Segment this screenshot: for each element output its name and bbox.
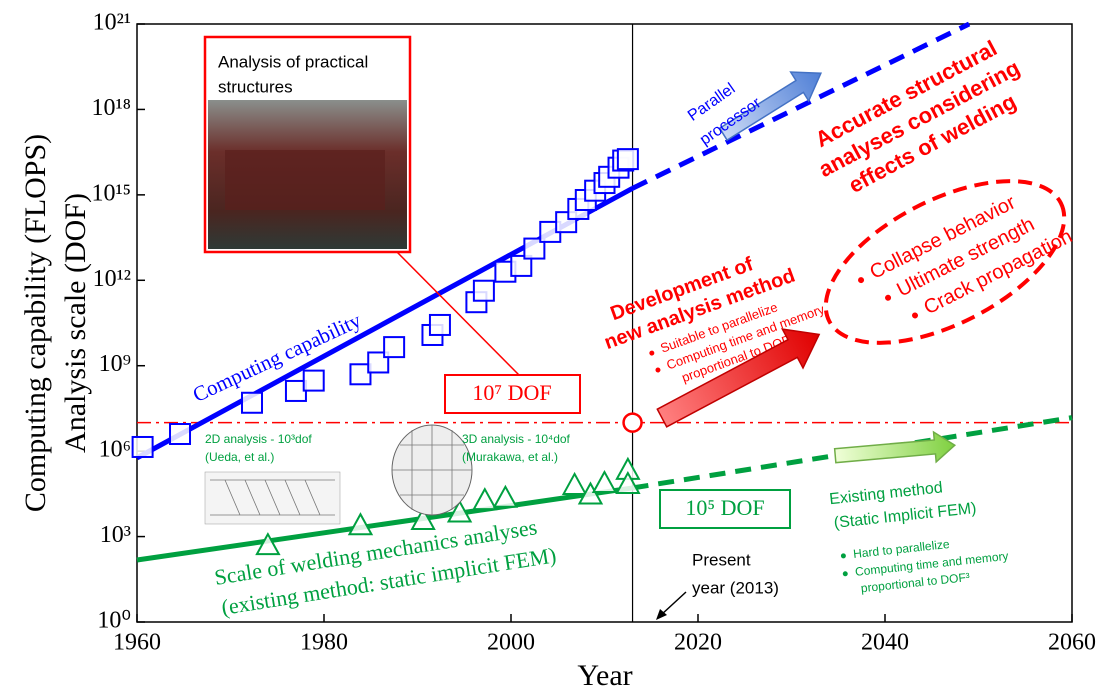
arrow bbox=[714, 59, 830, 149]
bullet bbox=[655, 367, 661, 373]
annotation: Present bbox=[692, 550, 751, 569]
x-tick-label: 2040 bbox=[861, 630, 909, 656]
series-label: Computing capability bbox=[189, 308, 365, 407]
data-point bbox=[133, 437, 153, 457]
annotation: 10⁵ DOF bbox=[685, 495, 764, 520]
bullet bbox=[911, 311, 919, 319]
annotation: 10⁷ DOF bbox=[472, 380, 551, 405]
data-point bbox=[494, 487, 516, 507]
data-point bbox=[618, 149, 638, 169]
x-tick-label: 1960 bbox=[113, 630, 161, 656]
y-tick-label: 10¹² bbox=[93, 266, 131, 292]
bullet bbox=[857, 276, 865, 284]
bullet bbox=[841, 553, 846, 558]
y-tick-label: 10¹⁵ bbox=[91, 180, 131, 206]
chart: 10⁰10³10⁶10⁹10¹²10¹⁵10¹⁸10²¹196019802000… bbox=[0, 0, 1113, 695]
inset-photo-detail bbox=[225, 150, 385, 210]
data-point bbox=[474, 489, 496, 509]
x-tick-label: 2060 bbox=[1048, 630, 1096, 656]
y-axis-title: Computing capability (FLOPS) bbox=[19, 134, 52, 512]
data-point bbox=[430, 315, 450, 335]
bullet bbox=[884, 294, 892, 302]
y-tick-label: 10⁹ bbox=[99, 351, 131, 377]
annotation: (Murakawa, et al.) bbox=[462, 450, 558, 464]
inset-title: Analysis of practical bbox=[218, 52, 368, 71]
y-tick-label: 10⁶ bbox=[99, 437, 131, 463]
data-point bbox=[170, 424, 190, 444]
parallel-arrow bbox=[714, 59, 830, 149]
inset-title: structures bbox=[218, 77, 293, 96]
y-tick-label: 10²¹ bbox=[93, 10, 131, 36]
x-tick-label: 2020 bbox=[674, 630, 722, 656]
x-axis-title: Year bbox=[577, 659, 632, 692]
annotation: year (2013) bbox=[692, 578, 779, 597]
pointer bbox=[661, 592, 686, 615]
data-point bbox=[594, 472, 616, 492]
existing-group: Existing method (Static Implicit FEM) Ha… bbox=[829, 473, 1011, 597]
data-point bbox=[384, 337, 404, 357]
bullet bbox=[843, 571, 848, 576]
x-tick-label: 2000 bbox=[487, 630, 535, 656]
data-point bbox=[304, 371, 324, 391]
data-point bbox=[564, 474, 586, 494]
annotation: (Ueda, et al.) bbox=[205, 450, 274, 464]
annotation: 3D analysis - 10⁴dof bbox=[462, 432, 571, 446]
green-arrow bbox=[834, 430, 956, 470]
ellipse-items: Collapse behavior Ultimate strength Crac… bbox=[853, 175, 1076, 340]
bullet bbox=[649, 350, 655, 356]
arrow bbox=[834, 430, 956, 470]
highlight-point bbox=[624, 414, 642, 432]
x-tick-label: 1980 bbox=[300, 630, 348, 656]
annotation: 2D analysis - 10³dof bbox=[205, 432, 312, 446]
data-point bbox=[474, 281, 494, 301]
y-tick-label: 10¹⁸ bbox=[91, 95, 131, 121]
annotation: Existing method bbox=[829, 479, 944, 508]
y-tick-label: 10³ bbox=[100, 522, 131, 548]
data-point bbox=[242, 393, 262, 413]
y-axis-title: Analysis scale (DOF) bbox=[59, 193, 92, 453]
